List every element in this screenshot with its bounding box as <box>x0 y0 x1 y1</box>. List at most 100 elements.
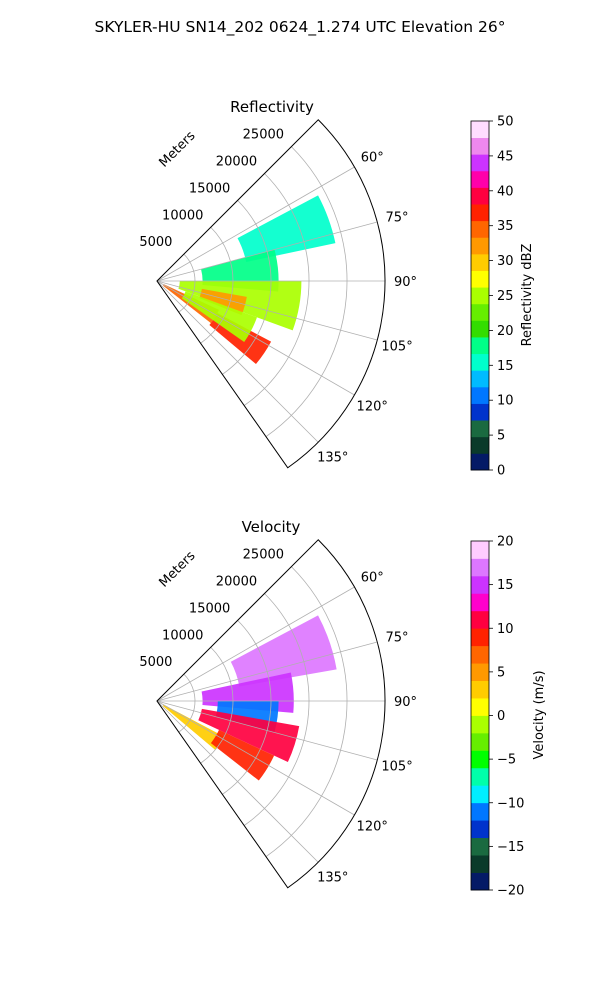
velocity-angle-tick-label: 60° <box>361 571 384 586</box>
reflectivity-colorbar-segment <box>471 337 489 355</box>
velocity-range-ring <box>200 646 234 764</box>
velocity-range-ring <box>178 673 196 733</box>
reflectivity-range-ring <box>265 146 348 437</box>
velocity-colorbar-segment <box>471 558 489 577</box>
velocity-panel: Velocity 60° 75° 90° 105° 120° 135° 5000 10000 1… <box>139 518 547 899</box>
reflectivity-colorbar-segment <box>471 320 489 338</box>
reflectivity-colorbar: 0 5 10 15 20 25 30 35 40 45 50 <box>470 115 514 479</box>
reflectivity-range-tick-label: 25000 <box>243 128 284 143</box>
velocity-colorbar-segment <box>471 715 489 734</box>
velocity-colorbar-segment <box>471 698 489 716</box>
reflectivity-colorbar-segment <box>471 187 489 205</box>
velocity-range-ring <box>265 566 348 857</box>
reflectivity-colorbar-tick-label: 0 <box>497 464 505 479</box>
velocity-range-ring <box>243 593 310 826</box>
velocity-colorbar-segment <box>471 767 489 786</box>
velocity-polar-grid <box>156 539 386 889</box>
velocity-colorbar-label: Velocity (m/s) <box>532 670 547 759</box>
reflectivity-colorbar-tick-label: 45 <box>497 149 514 164</box>
velocity-colorbar-segment <box>471 593 489 612</box>
velocity-range-ring <box>222 620 272 795</box>
reflectivity-colorbar-segment <box>471 436 489 454</box>
reflectivity-polar-grid <box>156 119 386 469</box>
reflectivity-colorbar-tick-label: 35 <box>497 219 514 234</box>
reflectivity-colorbar-segment <box>471 270 489 288</box>
reflectivity-colorbar-segment <box>471 237 489 255</box>
velocity-angle-tick-label: 120° <box>357 819 388 834</box>
velocity-colorbar-tick-label: −5 <box>497 753 516 768</box>
reflectivity-colorbar-segment <box>471 370 489 388</box>
reflectivity-colorbar-segment <box>471 121 489 139</box>
velocity-range-tick-label: 25000 <box>243 548 284 563</box>
reflectivity-colorbar-segment <box>471 303 489 321</box>
reflectivity-colorbar-segment <box>471 403 489 421</box>
reflectivity-colorbar-tick-label: 50 <box>497 115 514 130</box>
velocity-angle-tick-label: 135° <box>317 871 348 886</box>
reflectivity-range-tick-label: 5000 <box>139 235 172 250</box>
reflectivity-range-ring <box>200 226 234 344</box>
reflectivity-range-ring <box>243 173 310 406</box>
reflectivity-angle-tick-label: 60° <box>361 151 384 166</box>
velocity-range-tick-label: 20000 <box>216 575 257 590</box>
velocity-colorbar-segment <box>471 820 489 839</box>
reflectivity-spoke <box>156 280 319 443</box>
velocity-colorbar-segment <box>471 732 489 751</box>
reflectivity-colorbar-tick-label: 5 <box>497 429 505 444</box>
velocity-tick-labels: 60° 75° 90° 105° 120° 135° 5000 10000 15000 20000… <box>139 548 417 886</box>
reflectivity-range-ring <box>178 253 196 313</box>
reflectivity-colorbar-segment <box>471 220 489 238</box>
velocity-colorbar-segment <box>471 610 489 629</box>
velocity-colorbar-segment <box>471 645 489 664</box>
velocity-sector-frame <box>156 539 386 889</box>
velocity-colorbar-segment <box>471 680 489 699</box>
reflectivity-colorbar-segment <box>471 253 489 271</box>
velocity-echo-region <box>230 615 337 687</box>
reflectivity-angle-tick-label: 90° <box>394 275 417 290</box>
reflectivity-angle-tick-label: 135° <box>317 451 348 466</box>
reflectivity-colorbar-segment <box>471 287 489 305</box>
reflectivity-radial-label: Meters <box>157 128 199 170</box>
reflectivity-angle-tick-label: 105° <box>381 339 412 354</box>
reflectivity-echo-region <box>237 195 336 263</box>
velocity-echo-region <box>198 708 300 763</box>
velocity-range-tick-label: 5000 <box>139 655 172 670</box>
velocity-range-tick-label: 10000 <box>162 628 203 643</box>
velocity-colorbar-tick-label: 15 <box>497 578 514 593</box>
reflectivity-angle-tick-label: 120° <box>357 399 388 414</box>
velocity-colorbar-segment <box>471 575 489 594</box>
velocity-colorbar-segment <box>471 750 489 769</box>
reflectivity-colorbar-tick-label: 40 <box>497 184 514 199</box>
reflectivity-colorbar-label: Reflectivity dBZ <box>520 244 535 347</box>
velocity-echo-region <box>210 729 275 781</box>
reflectivity-sector-frame <box>156 119 386 469</box>
reflectivity-spoke <box>156 280 378 341</box>
velocity-angle-tick-label: 75° <box>386 631 409 646</box>
reflectivity-range-tick-label: 10000 <box>162 208 203 223</box>
reflectivity-colorbar-tick-label: 20 <box>497 324 514 339</box>
velocity-angle-tick-label: 105° <box>381 759 412 774</box>
reflectivity-range-tick-label: 20000 <box>216 155 257 170</box>
velocity-colorbar-tick-label: −15 <box>497 840 524 855</box>
velocity-range-tick-label: 15000 <box>189 601 230 616</box>
velocity-colorbar-segment <box>471 785 489 804</box>
velocity-colorbar-tick-label: 20 <box>497 535 514 550</box>
reflectivity-colorbar-tick-label: 10 <box>497 394 514 409</box>
velocity-spoke <box>156 700 319 863</box>
reflectivity-angle-tick-label: 75° <box>386 211 409 226</box>
reflectivity-colorbar-segment <box>471 386 489 404</box>
reflectivity-title: Reflectivity <box>230 98 314 116</box>
reflectivity-spoke <box>156 166 355 282</box>
velocity-spoke <box>156 700 378 761</box>
reflectivity-colorbar-segment <box>471 420 489 438</box>
velocity-colorbar-tick-label: −10 <box>497 796 524 811</box>
velocity-spoke <box>156 586 355 702</box>
reflectivity-colorbar-segment <box>471 170 489 188</box>
reflectivity-range-ring <box>222 200 272 375</box>
reflectivity-colorbar-segment <box>471 137 489 155</box>
velocity-title: Velocity <box>242 518 301 536</box>
reflectivity-tick-labels: 60° 75° 90° 105° 120° 135° 5000 10000 15000 20000… <box>139 128 417 466</box>
velocity-colorbar-segment <box>471 837 489 856</box>
velocity-colorbar-segment <box>471 855 489 873</box>
velocity-colorbar-tick-label: −20 <box>497 884 524 899</box>
